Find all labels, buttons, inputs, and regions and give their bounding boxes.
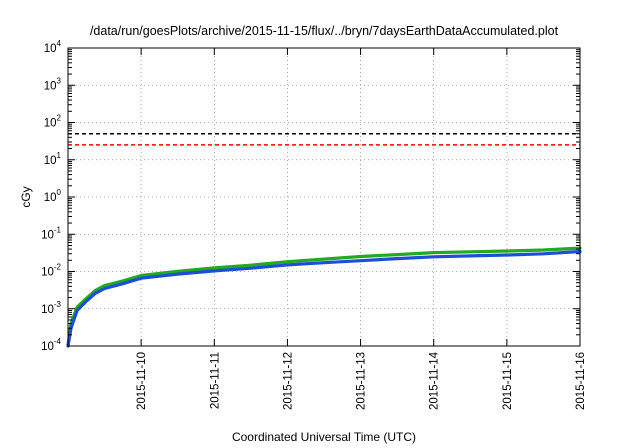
threshold-lines xyxy=(68,132,580,146)
grid xyxy=(68,48,580,346)
y-tick-label: 10-4 xyxy=(41,337,61,353)
x-tick-label: 2015-11-16 xyxy=(575,352,587,410)
y-tick-label: 10-3 xyxy=(41,300,61,316)
y-axis-label: cGy xyxy=(19,186,33,207)
series-line-2 xyxy=(66,249,582,348)
y-tick-label: 10-1 xyxy=(41,225,61,241)
y-tick-label: 10-2 xyxy=(41,263,61,279)
x-tick-label: 2015-11-15 xyxy=(502,352,514,410)
y-tick-exponent: -4 xyxy=(54,337,62,346)
x-tick-label: 2015-11-14 xyxy=(429,351,441,410)
x-tick-label: 2015-11-10 xyxy=(136,352,148,410)
y-tick-exponent: 1 xyxy=(57,151,62,160)
axis-ticks xyxy=(68,47,581,347)
x-tick-label: 2015-11-12 xyxy=(282,352,294,410)
x-tick-labels: 2015-11-10 2015-11-11 2015-11-12 2015-11-13… xyxy=(136,351,587,410)
y-tick-label: 101 xyxy=(44,151,62,167)
series-lines xyxy=(66,246,582,348)
y-tick-exponent: -1 xyxy=(54,225,62,234)
y-tick-label: 103 xyxy=(44,76,62,92)
y-tick-label: 102 xyxy=(44,114,62,130)
chart-title: /data/run/goesPlots/archive/2015-11-15/f… xyxy=(90,24,559,38)
y-tick-exponent: 0 xyxy=(57,188,62,197)
x-tick-label: 2015-11-11 xyxy=(209,352,221,409)
y-tick-exponent: -2 xyxy=(54,263,62,272)
y-tick-exponent: 3 xyxy=(57,76,62,85)
y-tick-exponent: -3 xyxy=(54,300,62,309)
y-tick-exponent: 4 xyxy=(57,39,62,48)
y-tick-label: 100 xyxy=(44,188,62,204)
y-tick-label: 104 xyxy=(44,39,62,55)
y-tick-exponent: 2 xyxy=(57,114,62,123)
x-axis-label: Coordinated Universal Time (UTC) xyxy=(232,430,416,444)
series-line-1 xyxy=(66,246,582,348)
x-tick-label: 2015-11-13 xyxy=(356,352,368,410)
